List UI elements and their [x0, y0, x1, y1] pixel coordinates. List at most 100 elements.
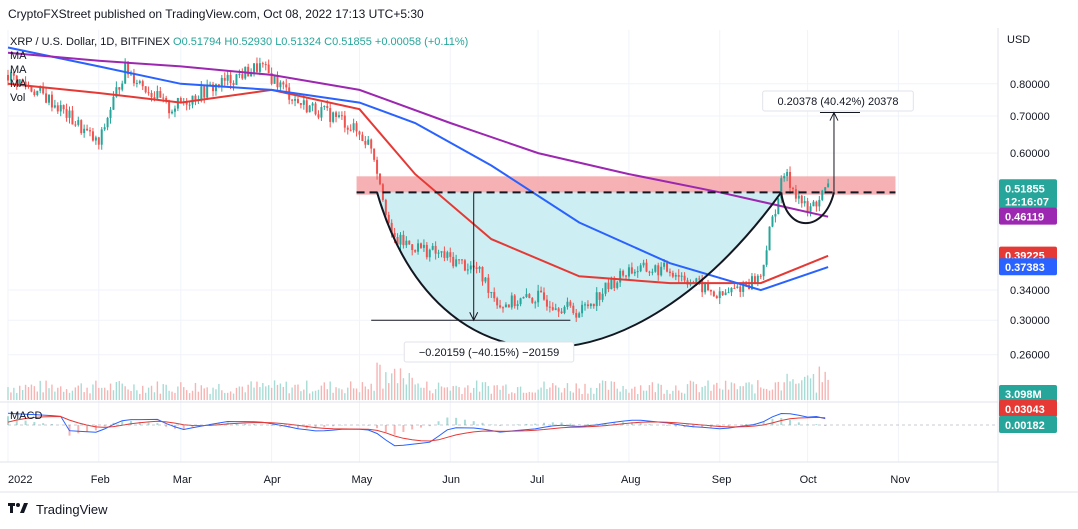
volume-bar	[238, 386, 241, 400]
candle-body	[200, 86, 203, 100]
price-tag-1: 0.46119	[1005, 212, 1044, 224]
candle-body	[525, 294, 528, 297]
volume-bar	[475, 380, 478, 400]
volume-bar	[654, 392, 657, 400]
volume-bar	[133, 384, 135, 400]
volume-bar	[194, 382, 197, 400]
candle-body	[214, 84, 217, 92]
candle-body	[68, 110, 71, 118]
macd-histogram-bar	[24, 420, 27, 425]
volume-tag-bg	[999, 385, 1057, 402]
macd-histogram-bar	[771, 418, 774, 425]
volume-bar	[24, 384, 27, 400]
candle-body	[405, 240, 408, 246]
y-tick-label: 0.60000	[1010, 148, 1050, 160]
volume-bar	[648, 385, 651, 400]
volume-bar	[587, 393, 589, 400]
volume-bar	[678, 390, 680, 400]
price-tag-0-bg	[999, 179, 1057, 210]
candle-body	[250, 72, 253, 77]
candle-body	[305, 100, 308, 113]
candle-body	[443, 251, 446, 258]
volume-bar	[335, 387, 337, 400]
volume-bar	[323, 382, 326, 400]
candle-body	[496, 298, 499, 306]
candle-body	[317, 114, 320, 118]
tradingview-logo-icon[interactable]	[8, 502, 30, 517]
volume-bar	[809, 378, 812, 400]
volume-bar	[821, 382, 823, 400]
candle-body	[616, 282, 619, 288]
candle-body	[619, 270, 622, 283]
candle-body	[437, 252, 440, 254]
volume-bar	[408, 373, 410, 400]
candle-body	[39, 87, 42, 91]
volume-bar	[786, 373, 788, 400]
candle-body	[789, 171, 792, 188]
volume-bar	[273, 380, 276, 400]
candle-body	[361, 134, 364, 142]
indicator-ma-2[interactable]: MA	[10, 64, 27, 76]
volume-bar	[716, 382, 718, 400]
indicator-ma-3[interactable]: MA	[10, 78, 27, 90]
candle-body	[12, 72, 15, 76]
candle-body	[794, 189, 797, 199]
volume-bar	[344, 393, 346, 400]
candle-body	[516, 304, 519, 307]
volume-bar	[505, 384, 507, 400]
macd-histogram-bar	[824, 425, 827, 426]
volume-bar	[212, 387, 214, 400]
volume-bar	[229, 391, 232, 400]
volume-bar	[514, 393, 516, 400]
candle-body	[727, 292, 730, 294]
volume-bar	[563, 388, 566, 400]
resistance-zone	[356, 176, 896, 195]
volume-bar	[303, 389, 305, 400]
volume-bar	[92, 384, 94, 400]
macd-histogram-bar	[727, 425, 730, 427]
candle-body	[519, 298, 522, 305]
volume-bar	[393, 368, 396, 400]
candle-body	[355, 123, 358, 132]
candle-body	[671, 272, 674, 277]
volume-bar	[177, 386, 179, 400]
volume-bar	[789, 381, 791, 400]
volume-bar	[156, 381, 159, 400]
candle-body	[718, 291, 721, 299]
macd-histogram-bar	[419, 425, 422, 428]
volume-bar	[760, 387, 762, 400]
volume-bar	[71, 390, 74, 400]
volume-bar	[168, 390, 170, 400]
candle-body	[554, 308, 557, 310]
volume-bar	[622, 385, 624, 400]
volume-bar	[552, 383, 554, 400]
candle-body	[469, 265, 472, 270]
candle-body	[543, 292, 546, 300]
candle-body	[724, 292, 727, 296]
indicator-volume[interactable]: Vol	[10, 92, 26, 104]
volume-bar	[62, 391, 65, 400]
macd-label[interactable]: MACD	[10, 410, 43, 422]
candle-body	[809, 206, 812, 212]
footer-brand[interactable]: TradingView	[36, 502, 108, 517]
macd-histogram-bar	[402, 425, 405, 432]
candle-body	[261, 63, 264, 65]
candle-body	[569, 301, 572, 306]
volume-bar	[818, 366, 821, 400]
volume-bar	[663, 393, 665, 400]
candle-body	[680, 275, 683, 277]
volume-bar	[751, 384, 753, 400]
volume-bar	[241, 386, 244, 400]
volume-bar	[370, 383, 372, 400]
volume-bar	[516, 387, 519, 400]
candle-body	[71, 110, 74, 125]
candle-body	[440, 251, 443, 253]
volume-bar	[16, 392, 18, 400]
candle-body	[584, 304, 587, 306]
indicator-ma-1[interactable]: MA	[10, 50, 27, 62]
volume-bar	[481, 382, 484, 400]
volume-bar	[601, 380, 604, 400]
macd-histogram-bar	[235, 423, 238, 425]
volume-bar	[815, 392, 818, 400]
